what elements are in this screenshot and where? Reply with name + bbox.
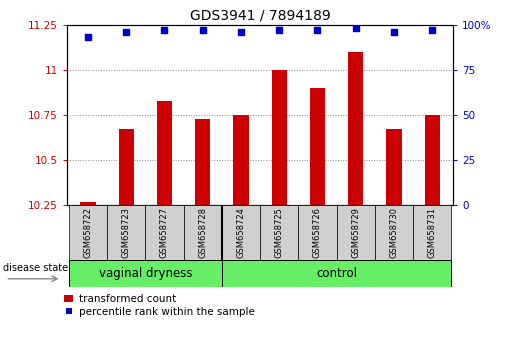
Bar — [80, 202, 96, 205]
Text: GSM658725: GSM658725 — [274, 207, 284, 258]
Text: GSM658728: GSM658728 — [198, 207, 207, 258]
Point — [275, 27, 283, 33]
Bar — [118, 130, 134, 205]
Point — [313, 27, 321, 33]
Point — [237, 29, 245, 35]
Point — [122, 29, 130, 35]
Bar — [386, 130, 402, 205]
Point — [84, 35, 92, 40]
Bar — [195, 119, 210, 205]
Point — [352, 25, 360, 31]
Bar — [375, 205, 413, 260]
Bar — [337, 205, 375, 260]
Point — [160, 27, 168, 33]
Bar — [222, 205, 260, 260]
Text: GSM658726: GSM658726 — [313, 207, 322, 258]
Bar — [348, 52, 363, 205]
Bar — [298, 205, 337, 260]
Text: GSM658730: GSM658730 — [389, 207, 399, 258]
Text: disease state: disease state — [3, 263, 68, 273]
Point — [428, 27, 436, 33]
Bar — [157, 101, 172, 205]
Text: GSM658729: GSM658729 — [351, 207, 360, 258]
Text: control: control — [316, 267, 357, 280]
Bar — [233, 115, 249, 205]
Text: GSM658727: GSM658727 — [160, 207, 169, 258]
Bar — [310, 88, 325, 205]
Point — [390, 29, 398, 35]
Title: GDS3941 / 7894189: GDS3941 / 7894189 — [190, 8, 331, 22]
Text: GSM658723: GSM658723 — [122, 207, 131, 258]
Text: GSM658731: GSM658731 — [427, 207, 437, 258]
Bar — [222, 260, 451, 287]
Text: GSM658724: GSM658724 — [236, 207, 246, 258]
Bar — [145, 205, 183, 260]
Point — [199, 27, 207, 33]
Bar — [271, 70, 287, 205]
Text: GSM658722: GSM658722 — [83, 207, 93, 258]
Bar — [183, 205, 222, 260]
Bar — [424, 115, 440, 205]
Bar — [107, 205, 145, 260]
Legend: transformed count, percentile rank within the sample: transformed count, percentile rank withi… — [62, 292, 256, 319]
Bar — [69, 260, 222, 287]
Text: vaginal dryness: vaginal dryness — [98, 267, 192, 280]
Bar — [260, 205, 298, 260]
Bar — [413, 205, 451, 260]
Bar — [69, 205, 107, 260]
